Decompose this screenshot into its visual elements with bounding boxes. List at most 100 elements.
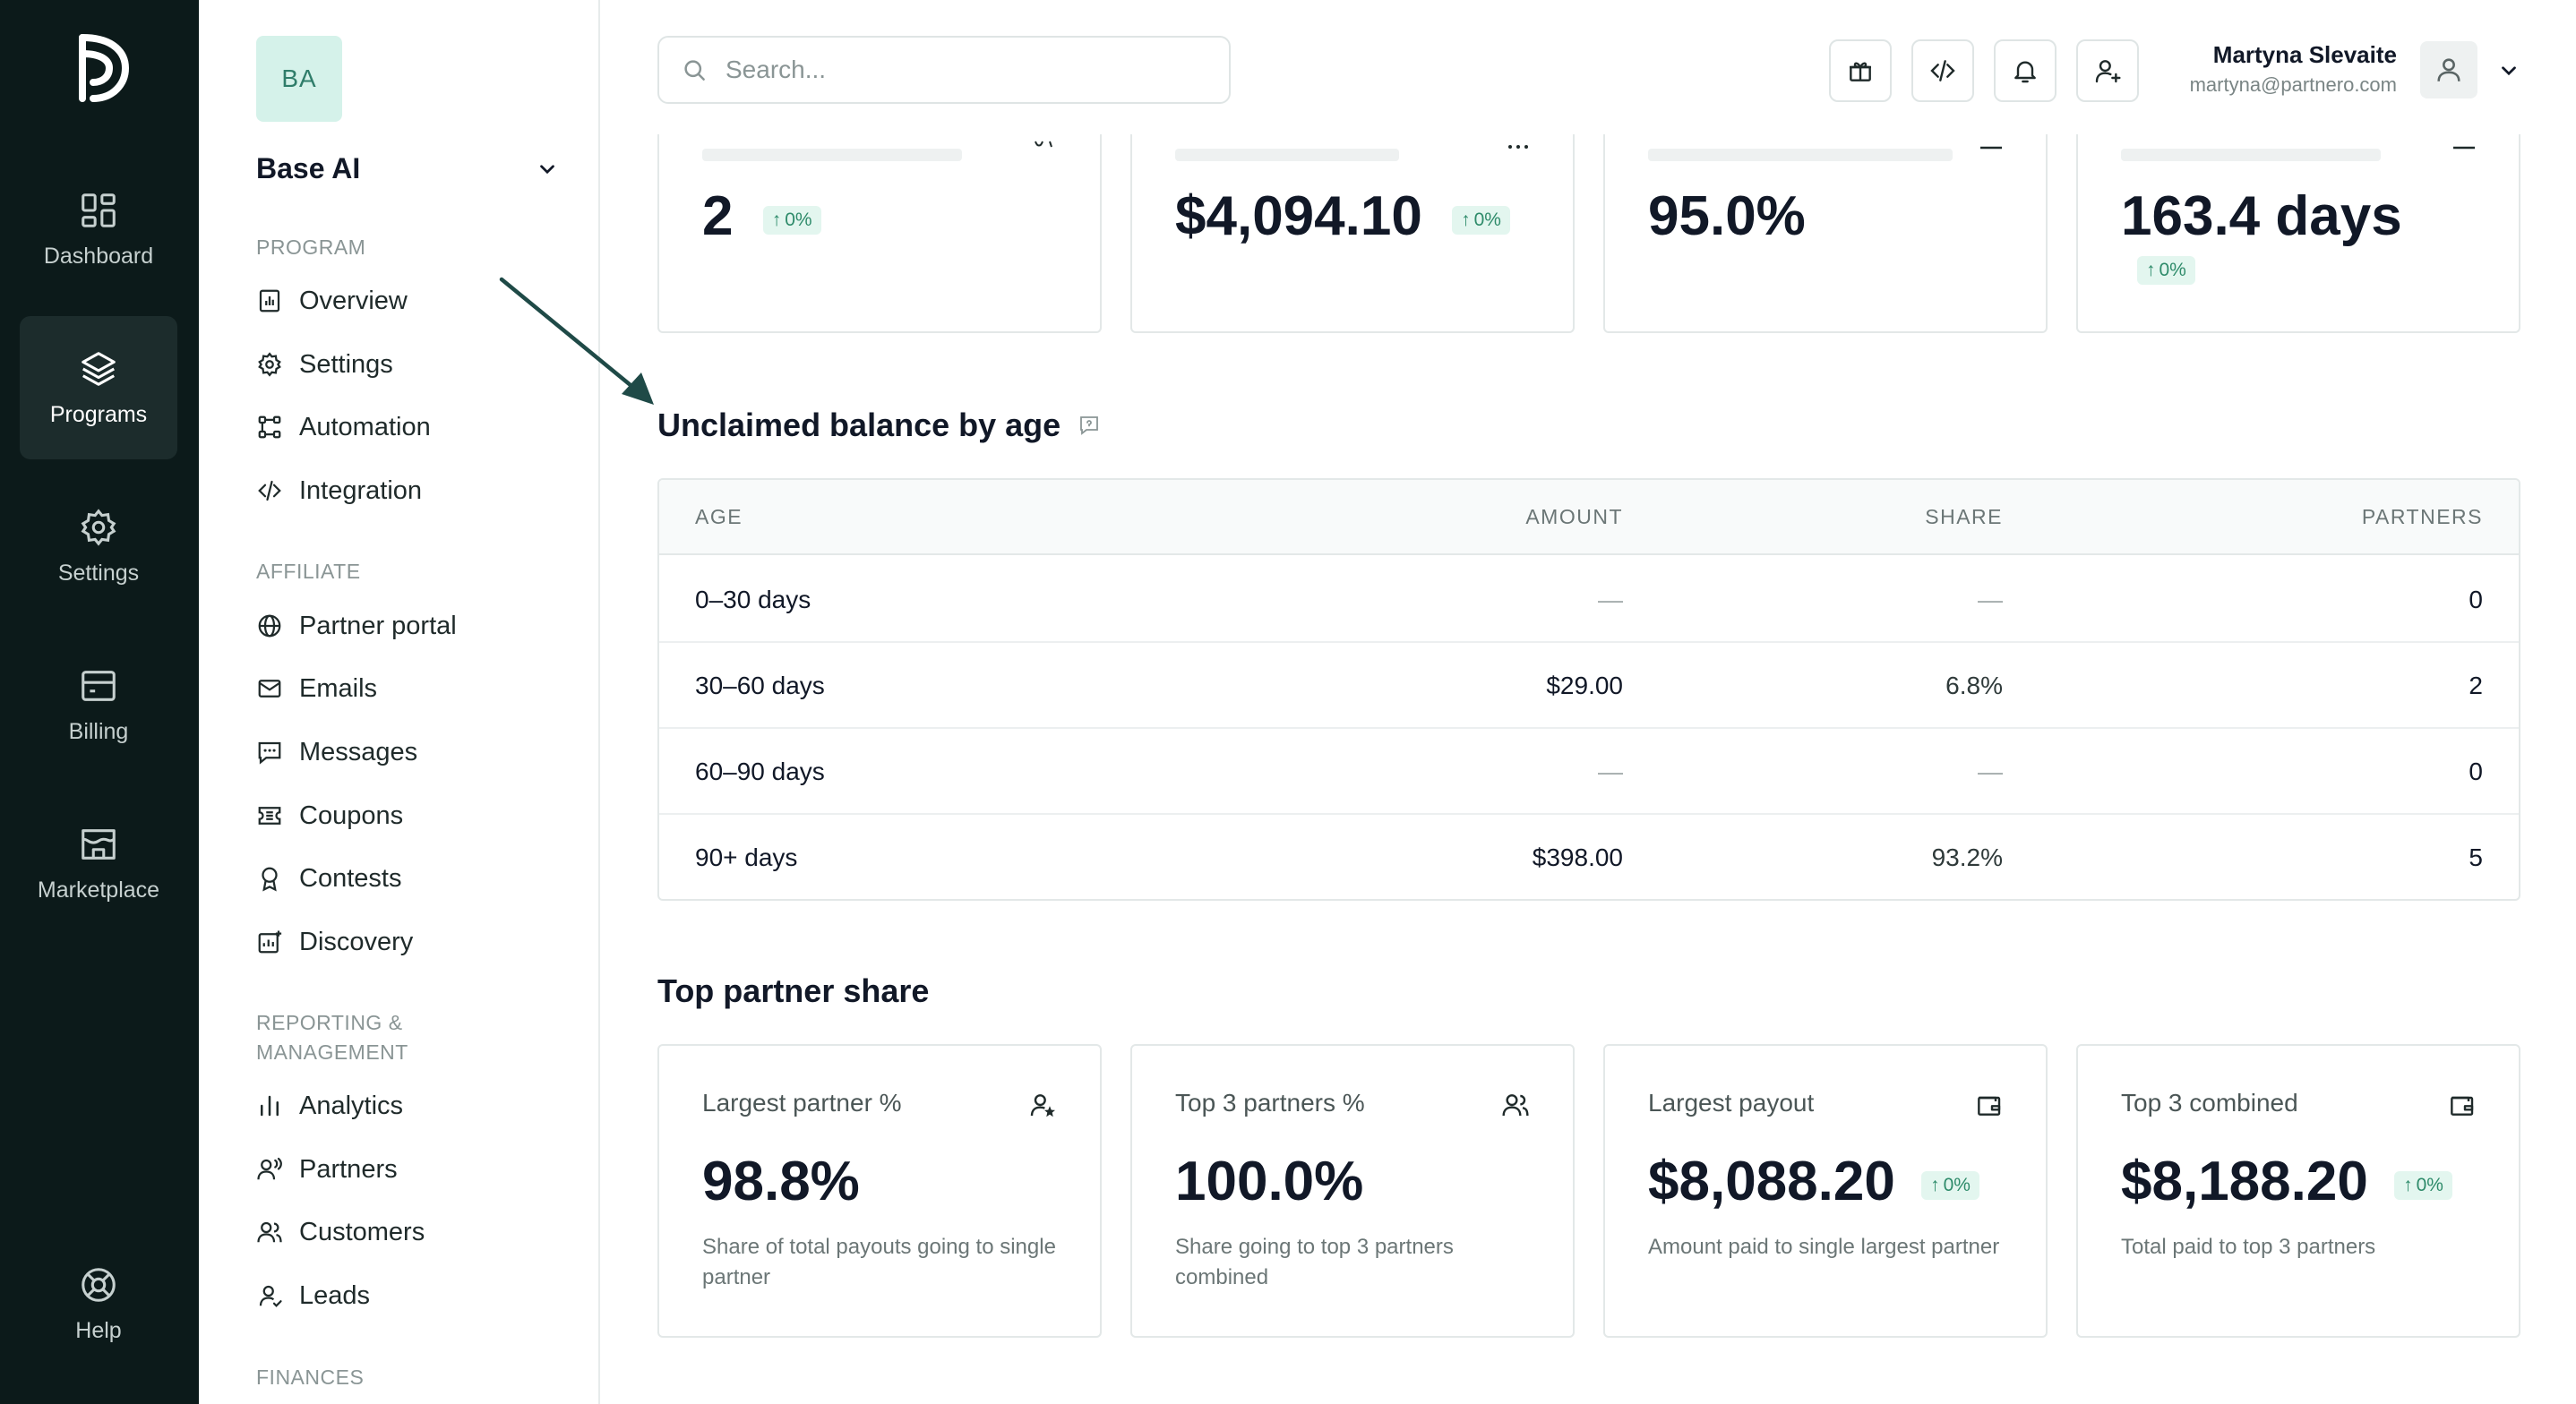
sidebar-item-partners[interactable]: Partners	[256, 1148, 398, 1191]
code-button[interactable]	[1911, 39, 1974, 102]
sidebar-item-overview[interactable]: Overview	[256, 279, 408, 322]
column-header-amount[interactable]: AMOUNT	[1525, 505, 1623, 528]
cell-age: 90+ days	[695, 843, 798, 871]
cell-partners: 0	[2469, 758, 2483, 785]
sidebar-item-settings[interactable]: Settings	[256, 343, 393, 386]
partnero-logo-icon[interactable]	[70, 32, 129, 104]
change-badge: ↑ 0%	[762, 205, 821, 235]
metric-card-top3-combined: Top 3 combined $8,188.20 ↑ 0% Total paid…	[2076, 1044, 2520, 1338]
sidebar-item-discovery[interactable]: Discovery	[256, 920, 413, 963]
sidebar-item-label: Contests	[299, 863, 402, 893]
sidebar-item-partner-portal[interactable]: Partner portal	[256, 604, 457, 647]
card-label-placeholder	[702, 149, 962, 161]
card-label: Top 3 partners %	[1175, 1089, 1365, 1117]
rail-item-programs[interactable]: Programs	[20, 316, 177, 459]
search-bar[interactable]	[657, 36, 1231, 104]
sidebar-item-messages[interactable]: Messages	[256, 731, 417, 774]
sidebar-item-label: Coupons	[299, 800, 404, 830]
table-row[interactable]: 30–60 days $29.00 6.8% 2	[659, 643, 2519, 729]
gift-button[interactable]	[1829, 39, 1892, 102]
sidebar-item-contests[interactable]: Contests	[256, 857, 401, 900]
sidebar-item-automation[interactable]: Automation	[256, 406, 431, 449]
change-badge: ↑ 0%	[2137, 256, 2195, 285]
sidebar-item-label: Leads	[299, 1280, 371, 1310]
stat-card: $4,094.10 ↑ 0%	[1130, 134, 1575, 333]
metric-value: $8,188.20 ↑ 0%	[2121, 1150, 2452, 1213]
column-header-share[interactable]: SHARE	[1925, 505, 2003, 528]
rail-item-marketplace[interactable]: Marketplace	[20, 792, 177, 935]
workspace-name[interactable]: Base AI	[256, 152, 361, 184]
table-row[interactable]: 60–90 days — — 0	[659, 729, 2519, 815]
workspace-badge[interactable]: BA	[256, 36, 342, 122]
sidebar-item-label: Discovery	[299, 927, 414, 956]
metric-card-largest-partner: Largest partner % 98.8% Share of total p…	[657, 1044, 1102, 1338]
search-input[interactable]	[726, 56, 1191, 84]
rail-item-label: Programs	[49, 401, 148, 427]
bell-icon	[2014, 61, 2036, 83]
unclaimed-balance-table: AGE AMOUNT SHARE PARTNERS 0–30 days — — …	[657, 478, 2520, 901]
rail-item-label: Dashboard	[43, 243, 154, 269]
sidebar-item-integration[interactable]: Integration	[256, 469, 422, 512]
wallet-icon	[1978, 1096, 2001, 1116]
table-row[interactable]: 0–30 days — — 0	[659, 557, 2519, 643]
discovery-icon	[258, 930, 282, 954]
chart-doc-icon	[259, 289, 280, 312]
sidebar-item-customers[interactable]: Customers	[256, 1211, 425, 1254]
metric-card-largest-payout: Largest payout $8,088.20 ↑ 0% Amount pai…	[1603, 1044, 2048, 1338]
sidebar-item-leads[interactable]: Leads	[256, 1274, 370, 1317]
avatar[interactable]	[2420, 41, 2477, 98]
minus-icon	[1980, 146, 2002, 150]
sidebar-item-label: Settings	[299, 349, 393, 379]
cell-partners: 2	[2469, 672, 2483, 699]
sidebar-item-label: Emails	[299, 673, 378, 703]
stat-card: 95.0%	[1603, 134, 2048, 333]
stat-value: $4,094.10 ↑ 0%	[1175, 184, 1510, 248]
invite-user-button[interactable]	[2076, 39, 2139, 102]
wallet-icon	[2451, 1096, 2474, 1116]
chevron-down-icon[interactable]	[536, 158, 559, 181]
cell-age: 30–60 days	[695, 672, 825, 699]
cell-amount: $398.00	[1532, 843, 1623, 871]
sidebar-item-label: Messages	[299, 737, 418, 766]
column-header-partners[interactable]: PARTNERS	[2361, 505, 2483, 528]
rail-item-help[interactable]: Help	[20, 1232, 177, 1375]
store-icon	[82, 828, 116, 860]
section-title-unclaimed: Unclaimed balance by age	[657, 407, 1100, 444]
comment-icon[interactable]	[1078, 415, 1100, 436]
stat-card: 2 ↑ 0%	[657, 134, 1102, 333]
cell-share: 6.8%	[1945, 672, 2003, 699]
users-icon	[257, 1221, 282, 1243]
rail-item-billing[interactable]: Billing	[20, 633, 177, 776]
metric-card-top3-partners: Top 3 partners % 100.0% Share going to t…	[1130, 1044, 1575, 1338]
stat-value: 95.0%	[1648, 185, 1806, 247]
sidebar-item-label: Overview	[299, 286, 408, 315]
stat-value: 2 ↑ 0%	[702, 184, 821, 248]
cell-share: 93.2%	[1931, 843, 2003, 871]
section-label-finances: FINANCES	[256, 1365, 365, 1389]
rail-item-dashboard[interactable]: Dashboard	[20, 158, 177, 301]
notifications-button[interactable]	[1994, 39, 2057, 102]
change-badge: ↑ 0%	[2394, 1170, 2452, 1200]
rail-item-label: Marketplace	[37, 877, 160, 903]
table-row[interactable]: 90+ days $398.00 93.2% 5	[659, 815, 2519, 899]
card-label-placeholder	[2121, 149, 2381, 161]
stat-value: 163.4 days	[2121, 185, 2402, 247]
sidebar-item-emails[interactable]: Emails	[256, 667, 377, 710]
sidebar-item-coupons[interactable]: Coupons	[256, 794, 403, 837]
change-badge: ↑ 0%	[1921, 1170, 1979, 1200]
sidebar-item-label: Partners	[299, 1154, 398, 1184]
user-star-icon	[1030, 1094, 1056, 1117]
annotation-arrow-icon	[499, 277, 654, 405]
rail-item-settings[interactable]: Settings	[20, 475, 177, 618]
users-icon	[1502, 1094, 1529, 1117]
ticket-icon	[258, 807, 281, 825]
column-header-age[interactable]: AGE	[695, 505, 743, 528]
cell-partners: 5	[2469, 843, 2483, 871]
user-name[interactable]: Martyna Slevaite	[2212, 41, 2397, 68]
section-label-reporting: REPORTING & MANAGEMENT	[256, 1011, 408, 1064]
sidebar-item-analytics[interactable]: Analytics	[256, 1084, 403, 1127]
code-icon	[1930, 60, 1955, 81]
user-plus-icon	[2095, 60, 2121, 83]
chevron-down-icon[interactable]	[2497, 59, 2520, 82]
user-star-icon	[1035, 141, 1052, 148]
